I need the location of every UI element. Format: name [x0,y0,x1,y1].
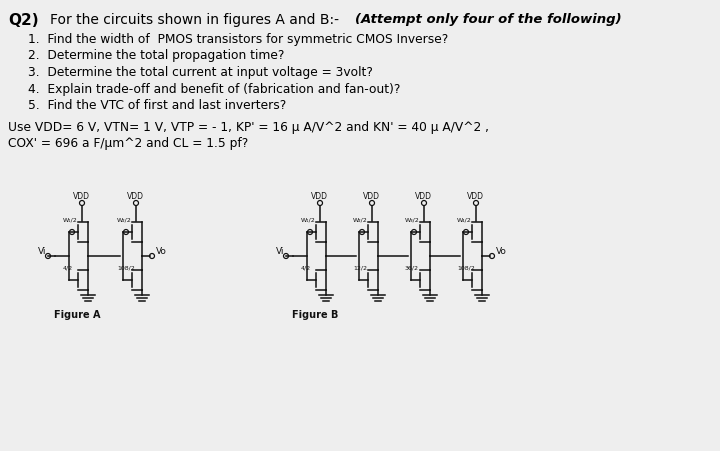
Text: 36/2: 36/2 [405,265,419,270]
Text: Q2): Q2) [8,13,39,28]
Text: W₁/2: W₁/2 [301,217,316,222]
Text: 108/2: 108/2 [117,265,135,270]
Text: Vi: Vi [276,247,284,256]
Text: 4.  Explain trade-off and benefit of (fabrication and fan-out)?: 4. Explain trade-off and benefit of (fab… [28,83,400,96]
Text: Figure A: Figure A [54,310,101,320]
Text: VDD: VDD [127,192,144,201]
Text: For the circuits shown in figures A and B:-: For the circuits shown in figures A and … [50,13,339,27]
Text: VDD: VDD [73,192,90,201]
Text: W₂/2: W₂/2 [353,217,368,222]
Text: W₄/2: W₄/2 [457,217,472,222]
Text: (Attempt only four of the following): (Attempt only four of the following) [355,13,621,26]
Text: 5.  Find the VTC of first and last inverters?: 5. Find the VTC of first and last invert… [28,99,287,112]
Text: Vo: Vo [496,247,507,256]
Text: W₃/2: W₃/2 [405,217,420,222]
Text: VDD: VDD [311,192,328,201]
Text: W₁/2: W₁/2 [63,217,78,222]
Text: W₂/2: W₂/2 [117,217,132,222]
Text: 12/2: 12/2 [353,265,367,270]
Text: Use VDD= 6 V, VTN= 1 V, VTP = - 1, KP' = 16 μ A/V^2 and KN' = 40 μ A/V^2 ,: Use VDD= 6 V, VTN= 1 V, VTP = - 1, KP' =… [8,121,489,134]
Text: 4/2: 4/2 [301,265,311,270]
Text: 1.  Find the width of  PMOS transistors for symmetric CMOS Inverse?: 1. Find the width of PMOS transistors fo… [28,33,449,46]
Text: 3.  Determine the total current at input voltage = 3volt?: 3. Determine the total current at input … [28,66,373,79]
Text: COX' = 696 a F/μm^2 and CL = 1.5 pf?: COX' = 696 a F/μm^2 and CL = 1.5 pf? [8,137,248,150]
Text: VDD: VDD [363,192,380,201]
Text: Vo: Vo [156,247,167,256]
Text: 108/2: 108/2 [457,265,474,270]
Text: VDD: VDD [467,192,484,201]
Text: Vi: Vi [38,247,47,256]
Text: Figure B: Figure B [292,310,338,320]
Text: VDD: VDD [415,192,432,201]
Text: 2.  Determine the total propagation time?: 2. Determine the total propagation time? [28,50,284,63]
Text: 4/2: 4/2 [63,265,73,270]
